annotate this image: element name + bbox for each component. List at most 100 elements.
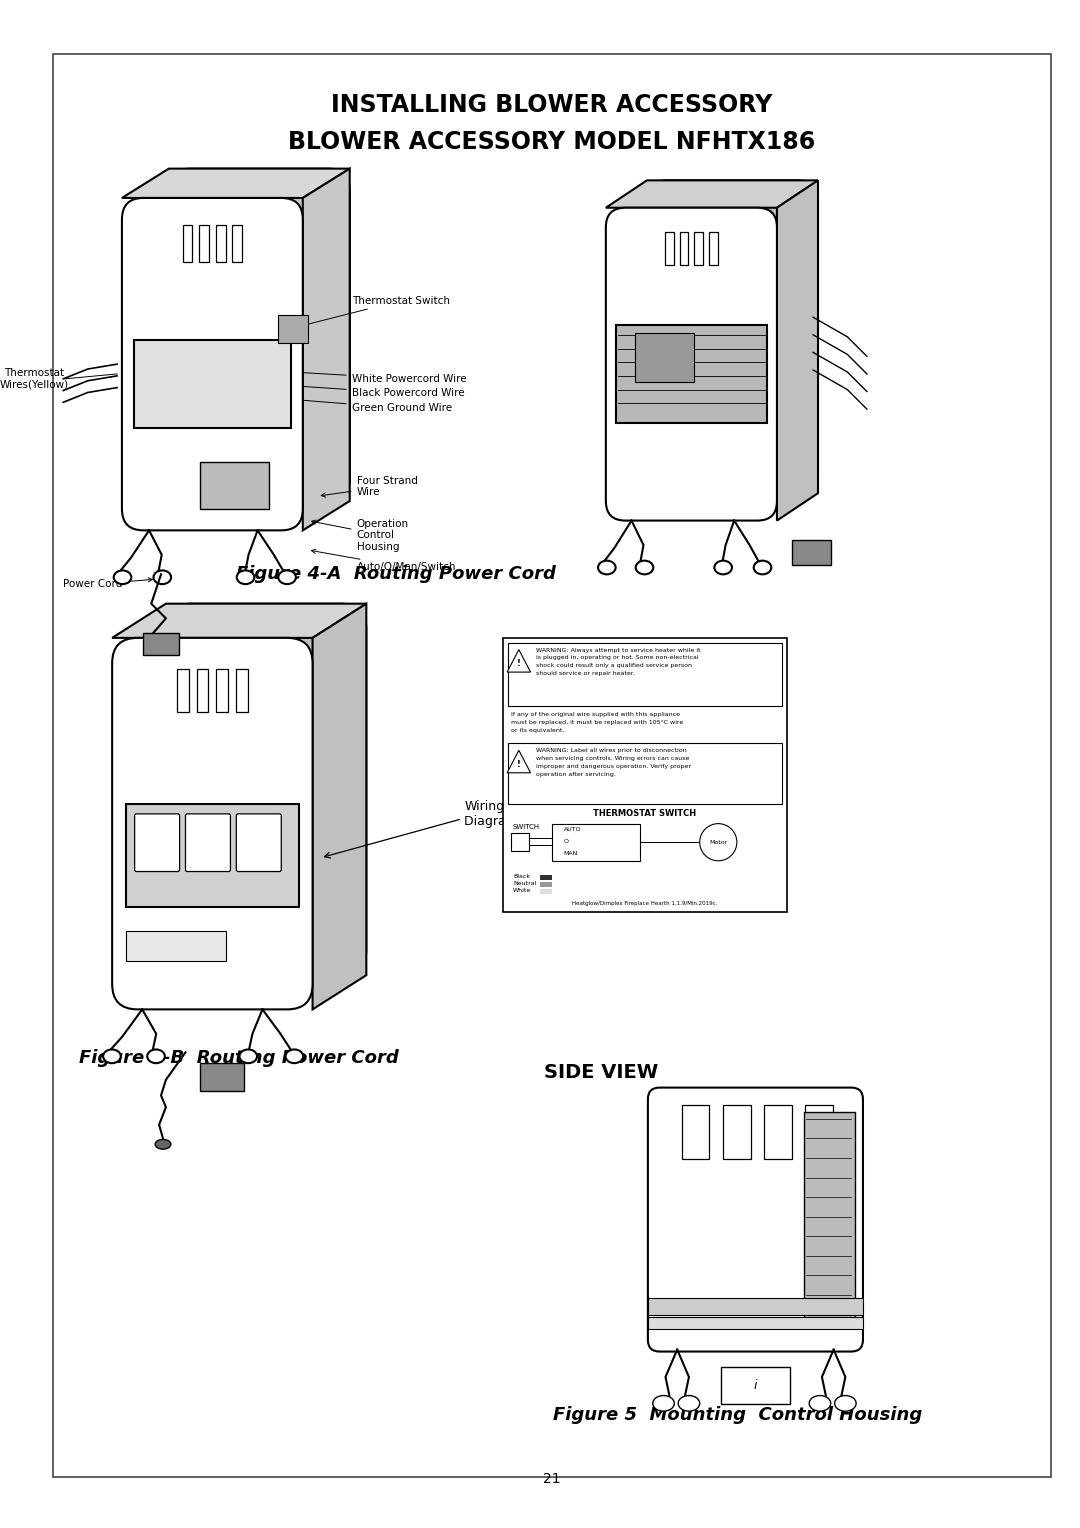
Text: Heatglow/Dimplex Fireplace Hearth 1.1.9/Min.2019c.: Heatglow/Dimplex Fireplace Hearth 1.1.9/… (572, 902, 717, 906)
Bar (183, 225, 192, 263)
Bar (232, 225, 242, 263)
Polygon shape (122, 168, 350, 199)
Bar (805, 1112, 855, 1328)
Text: must be replaced, it must be replaced with 105°C wire: must be replaced, it must be replaced wi… (511, 720, 684, 724)
Text: Figure 5  Mounting  Control Housing: Figure 5 Mounting Control Housing (553, 1406, 922, 1424)
Text: or its equivalent.: or its equivalent. (511, 727, 565, 733)
Bar (511, 833, 528, 851)
Bar (552, 824, 640, 860)
Text: Four Strand
Wire: Four Strand Wire (321, 475, 418, 497)
Bar (806, 1105, 833, 1158)
Text: Power Cord: Power Cord (64, 578, 152, 590)
Ellipse shape (153, 570, 171, 584)
Text: 21: 21 (543, 1471, 561, 1485)
Bar (144, 633, 178, 654)
Bar (200, 1063, 244, 1091)
Text: WARNING: Label all wires prior to disconnection: WARNING: Label all wires prior to discon… (537, 749, 687, 753)
Text: operation after servicing.: operation after servicing. (537, 772, 617, 776)
Ellipse shape (678, 1395, 700, 1412)
Text: i: i (754, 1380, 757, 1392)
Text: Operation
Control
Housing: Operation Control Housing (311, 518, 408, 552)
Text: SIDE VIEW: SIDE VIEW (544, 1063, 658, 1082)
Ellipse shape (835, 1395, 856, 1412)
Ellipse shape (636, 561, 653, 575)
Bar (508, 744, 782, 804)
Bar (694, 232, 703, 266)
FancyBboxPatch shape (647, 180, 818, 494)
Bar (648, 1317, 863, 1329)
Ellipse shape (700, 824, 737, 860)
Text: Green Ground Wire: Green Ground Wire (295, 397, 451, 413)
FancyBboxPatch shape (122, 199, 302, 530)
Text: O: O (564, 839, 569, 843)
Ellipse shape (240, 1050, 257, 1063)
Text: shock could result only a qualified service person: shock could result only a qualified serv… (537, 663, 692, 668)
Bar (508, 643, 782, 706)
Bar (616, 325, 767, 423)
Text: SWITCH: SWITCH (513, 824, 540, 830)
Text: BLOWER ACCESSORY MODEL NFHTX186: BLOWER ACCESSORY MODEL NFHTX186 (288, 130, 815, 154)
Bar (199, 225, 208, 263)
Text: Auto/O/Man/Switch: Auto/O/Man/Switch (311, 549, 456, 573)
FancyBboxPatch shape (168, 168, 350, 501)
Bar (126, 804, 299, 906)
FancyBboxPatch shape (186, 814, 230, 871)
Text: AUTO: AUTO (564, 828, 581, 833)
Bar (648, 1297, 863, 1316)
Text: THERMOSTAT SWITCH: THERMOSTAT SWITCH (593, 808, 697, 817)
Text: Thermostat
Wires(Yellow): Thermostat Wires(Yellow) (0, 368, 68, 390)
Text: is plugged in, operating or hot. Some non-electrical: is plugged in, operating or hot. Some no… (537, 656, 699, 660)
Ellipse shape (237, 570, 254, 584)
Bar (679, 232, 688, 266)
Polygon shape (302, 168, 350, 530)
Text: Neutral: Neutral (513, 882, 537, 886)
Bar (635, 333, 693, 382)
Ellipse shape (285, 1050, 303, 1063)
Text: Figure 4-B  Routing Power Cord: Figure 4-B Routing Power Cord (79, 1050, 400, 1067)
FancyBboxPatch shape (135, 814, 179, 871)
Polygon shape (112, 604, 366, 637)
Text: should service or repair heater.: should service or repair heater. (537, 671, 635, 675)
Text: when servicing controls. Wiring errors can cause: when servicing controls. Wiring errors c… (537, 756, 690, 761)
Bar (200, 461, 269, 509)
Bar (540, 889, 552, 894)
Text: Black: Black (513, 874, 530, 880)
Ellipse shape (156, 1140, 171, 1149)
FancyBboxPatch shape (648, 1088, 863, 1352)
Ellipse shape (598, 561, 616, 575)
Text: Motor: Motor (710, 840, 728, 845)
Bar (765, 1105, 792, 1158)
Polygon shape (312, 604, 366, 1010)
Text: Figure 4-A  Routing Power Cord: Figure 4-A Routing Power Cord (235, 565, 555, 584)
FancyBboxPatch shape (112, 637, 312, 1010)
Polygon shape (508, 750, 530, 773)
Text: !: ! (517, 759, 521, 769)
Bar (792, 539, 831, 564)
Text: Thermostat Switch: Thermostat Switch (297, 295, 449, 329)
Ellipse shape (809, 1395, 831, 1412)
FancyBboxPatch shape (237, 814, 281, 871)
Ellipse shape (147, 1050, 165, 1063)
Ellipse shape (754, 561, 771, 575)
Text: WARNING: Always attempt to service heater while it: WARNING: Always attempt to service heate… (537, 648, 701, 652)
Text: MAN: MAN (564, 851, 578, 856)
Ellipse shape (113, 570, 132, 584)
FancyBboxPatch shape (606, 208, 777, 521)
Bar (540, 882, 552, 888)
Bar (216, 669, 228, 712)
Bar (503, 637, 786, 912)
Text: If any of the original wire supplied with this appliance: If any of the original wire supplied wit… (511, 712, 680, 717)
Polygon shape (777, 180, 818, 521)
Bar (216, 225, 226, 263)
Text: Wiring
Diagram Decal: Wiring Diagram Decal (464, 799, 557, 828)
Polygon shape (606, 180, 818, 208)
Text: White: White (513, 888, 531, 892)
Bar (177, 669, 189, 712)
Bar (721, 1368, 789, 1404)
Bar (540, 876, 552, 880)
FancyBboxPatch shape (166, 604, 366, 975)
Polygon shape (508, 649, 530, 672)
Text: White Powercord Wire: White Powercord Wire (295, 370, 467, 384)
Bar (235, 669, 247, 712)
Bar (683, 1105, 710, 1158)
